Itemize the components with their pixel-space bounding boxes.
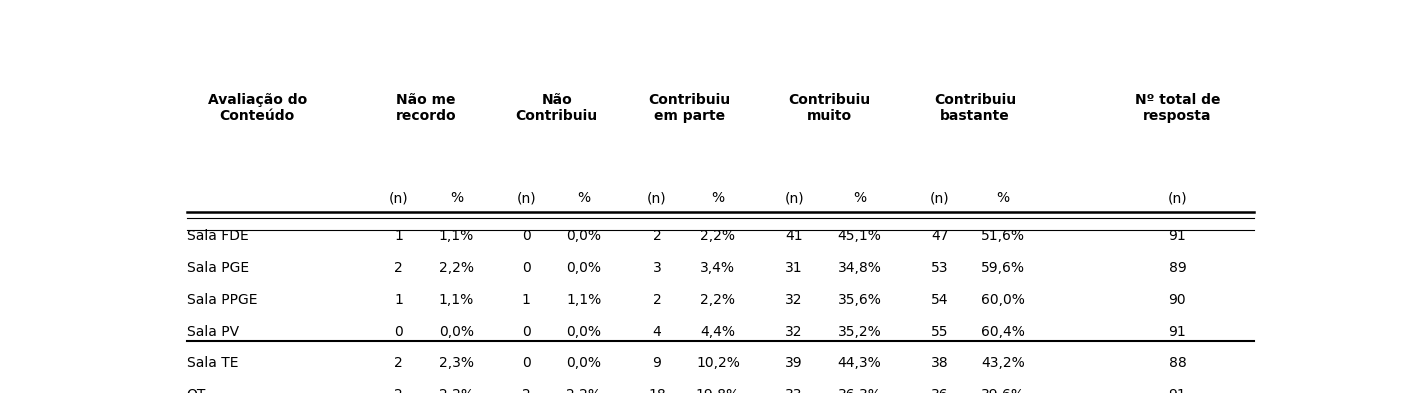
Text: 90: 90: [1169, 293, 1186, 307]
Text: 19,8%: 19,8%: [695, 388, 740, 393]
Text: 51,6%: 51,6%: [981, 229, 1026, 243]
Text: 31: 31: [785, 261, 802, 275]
Text: 18: 18: [648, 388, 666, 393]
Text: Sala FDE: Sala FDE: [187, 229, 249, 243]
Text: 1,1%: 1,1%: [438, 229, 473, 243]
Text: 41: 41: [785, 229, 802, 243]
Text: %: %: [996, 191, 1010, 206]
Text: 1,1%: 1,1%: [566, 293, 601, 307]
Text: 2,2%: 2,2%: [700, 293, 735, 307]
Text: 89: 89: [1169, 261, 1186, 275]
Text: 0,0%: 0,0%: [566, 229, 601, 243]
Text: 59,6%: 59,6%: [981, 261, 1026, 275]
Text: 47: 47: [932, 229, 948, 243]
Text: 10,2%: 10,2%: [695, 356, 740, 370]
Text: 2: 2: [395, 388, 403, 393]
Text: 32: 32: [785, 325, 802, 339]
Text: 38: 38: [932, 356, 948, 370]
Text: 0: 0: [521, 261, 531, 275]
Text: 60,0%: 60,0%: [981, 293, 1026, 307]
Text: 34,8%: 34,8%: [837, 261, 881, 275]
Text: 2: 2: [395, 261, 403, 275]
Text: 44,3%: 44,3%: [837, 356, 881, 370]
Text: (n): (n): [648, 191, 667, 206]
Text: %: %: [450, 191, 464, 206]
Text: (n): (n): [389, 191, 409, 206]
Text: 2: 2: [652, 293, 662, 307]
Text: %: %: [711, 191, 725, 206]
Text: 0,0%: 0,0%: [566, 356, 601, 370]
Text: 0,0%: 0,0%: [438, 325, 473, 339]
Text: Avaliação do
Conteúdo: Avaliação do Conteúdo: [208, 93, 306, 123]
Text: 91: 91: [1169, 325, 1186, 339]
Text: 2,2%: 2,2%: [438, 261, 473, 275]
Text: 4,4%: 4,4%: [700, 325, 735, 339]
Text: Sala TE: Sala TE: [187, 356, 237, 370]
Text: 9: 9: [652, 356, 662, 370]
Text: 1: 1: [395, 229, 403, 243]
Text: 88: 88: [1169, 356, 1186, 370]
Text: 2,3%: 2,3%: [438, 356, 473, 370]
Text: Sala PV: Sala PV: [187, 325, 239, 339]
Text: 0: 0: [521, 229, 531, 243]
Text: 36,3%: 36,3%: [837, 388, 881, 393]
Text: Contribuiu
bastante: Contribuiu bastante: [934, 93, 1016, 123]
Text: 53: 53: [932, 261, 948, 275]
Text: 55: 55: [932, 325, 948, 339]
Text: 2: 2: [652, 229, 662, 243]
Text: Não me
recordo: Não me recordo: [396, 93, 457, 123]
Text: Sala PGE: Sala PGE: [187, 261, 249, 275]
Text: Não
Contribuiu: Não Contribuiu: [516, 93, 597, 123]
Text: 35,6%: 35,6%: [837, 293, 881, 307]
Text: 43,2%: 43,2%: [981, 356, 1026, 370]
Text: 2,2%: 2,2%: [700, 229, 735, 243]
Text: 91: 91: [1169, 229, 1186, 243]
Text: 1,1%: 1,1%: [438, 293, 473, 307]
Text: 54: 54: [932, 293, 948, 307]
Text: 33: 33: [785, 388, 802, 393]
Text: 32: 32: [785, 293, 802, 307]
Text: 0,0%: 0,0%: [566, 261, 601, 275]
Text: 2,2%: 2,2%: [438, 388, 473, 393]
Text: 2: 2: [521, 388, 531, 393]
Text: (n): (n): [930, 191, 950, 206]
Text: 2,2%: 2,2%: [566, 388, 601, 393]
Text: 0: 0: [395, 325, 403, 339]
Text: Contribuiu
em parte: Contribuiu em parte: [649, 93, 731, 123]
Text: (n): (n): [1168, 191, 1187, 206]
Text: 2: 2: [395, 356, 403, 370]
Text: (n): (n): [784, 191, 804, 206]
Text: 3,4%: 3,4%: [700, 261, 735, 275]
Text: 45,1%: 45,1%: [837, 229, 881, 243]
Text: Contribuiu
muito: Contribuiu muito: [788, 93, 870, 123]
Text: 3: 3: [652, 261, 662, 275]
Text: 39,6%: 39,6%: [981, 388, 1026, 393]
Text: 1: 1: [521, 293, 531, 307]
Text: 39: 39: [785, 356, 802, 370]
Text: %: %: [853, 191, 865, 206]
Text: 4: 4: [652, 325, 662, 339]
Text: 60,4%: 60,4%: [981, 325, 1026, 339]
Text: %: %: [577, 191, 590, 206]
Text: Nº total de
resposta: Nº total de resposta: [1135, 93, 1220, 123]
Text: (n): (n): [517, 191, 537, 206]
Text: 91: 91: [1169, 388, 1186, 393]
Text: 0,0%: 0,0%: [566, 325, 601, 339]
Text: OT: OT: [187, 388, 207, 393]
Text: 35,2%: 35,2%: [837, 325, 881, 339]
Text: Sala PPGE: Sala PPGE: [187, 293, 257, 307]
Text: 0: 0: [521, 325, 531, 339]
Text: 0: 0: [521, 356, 531, 370]
Text: 36: 36: [932, 388, 948, 393]
Text: 1: 1: [395, 293, 403, 307]
